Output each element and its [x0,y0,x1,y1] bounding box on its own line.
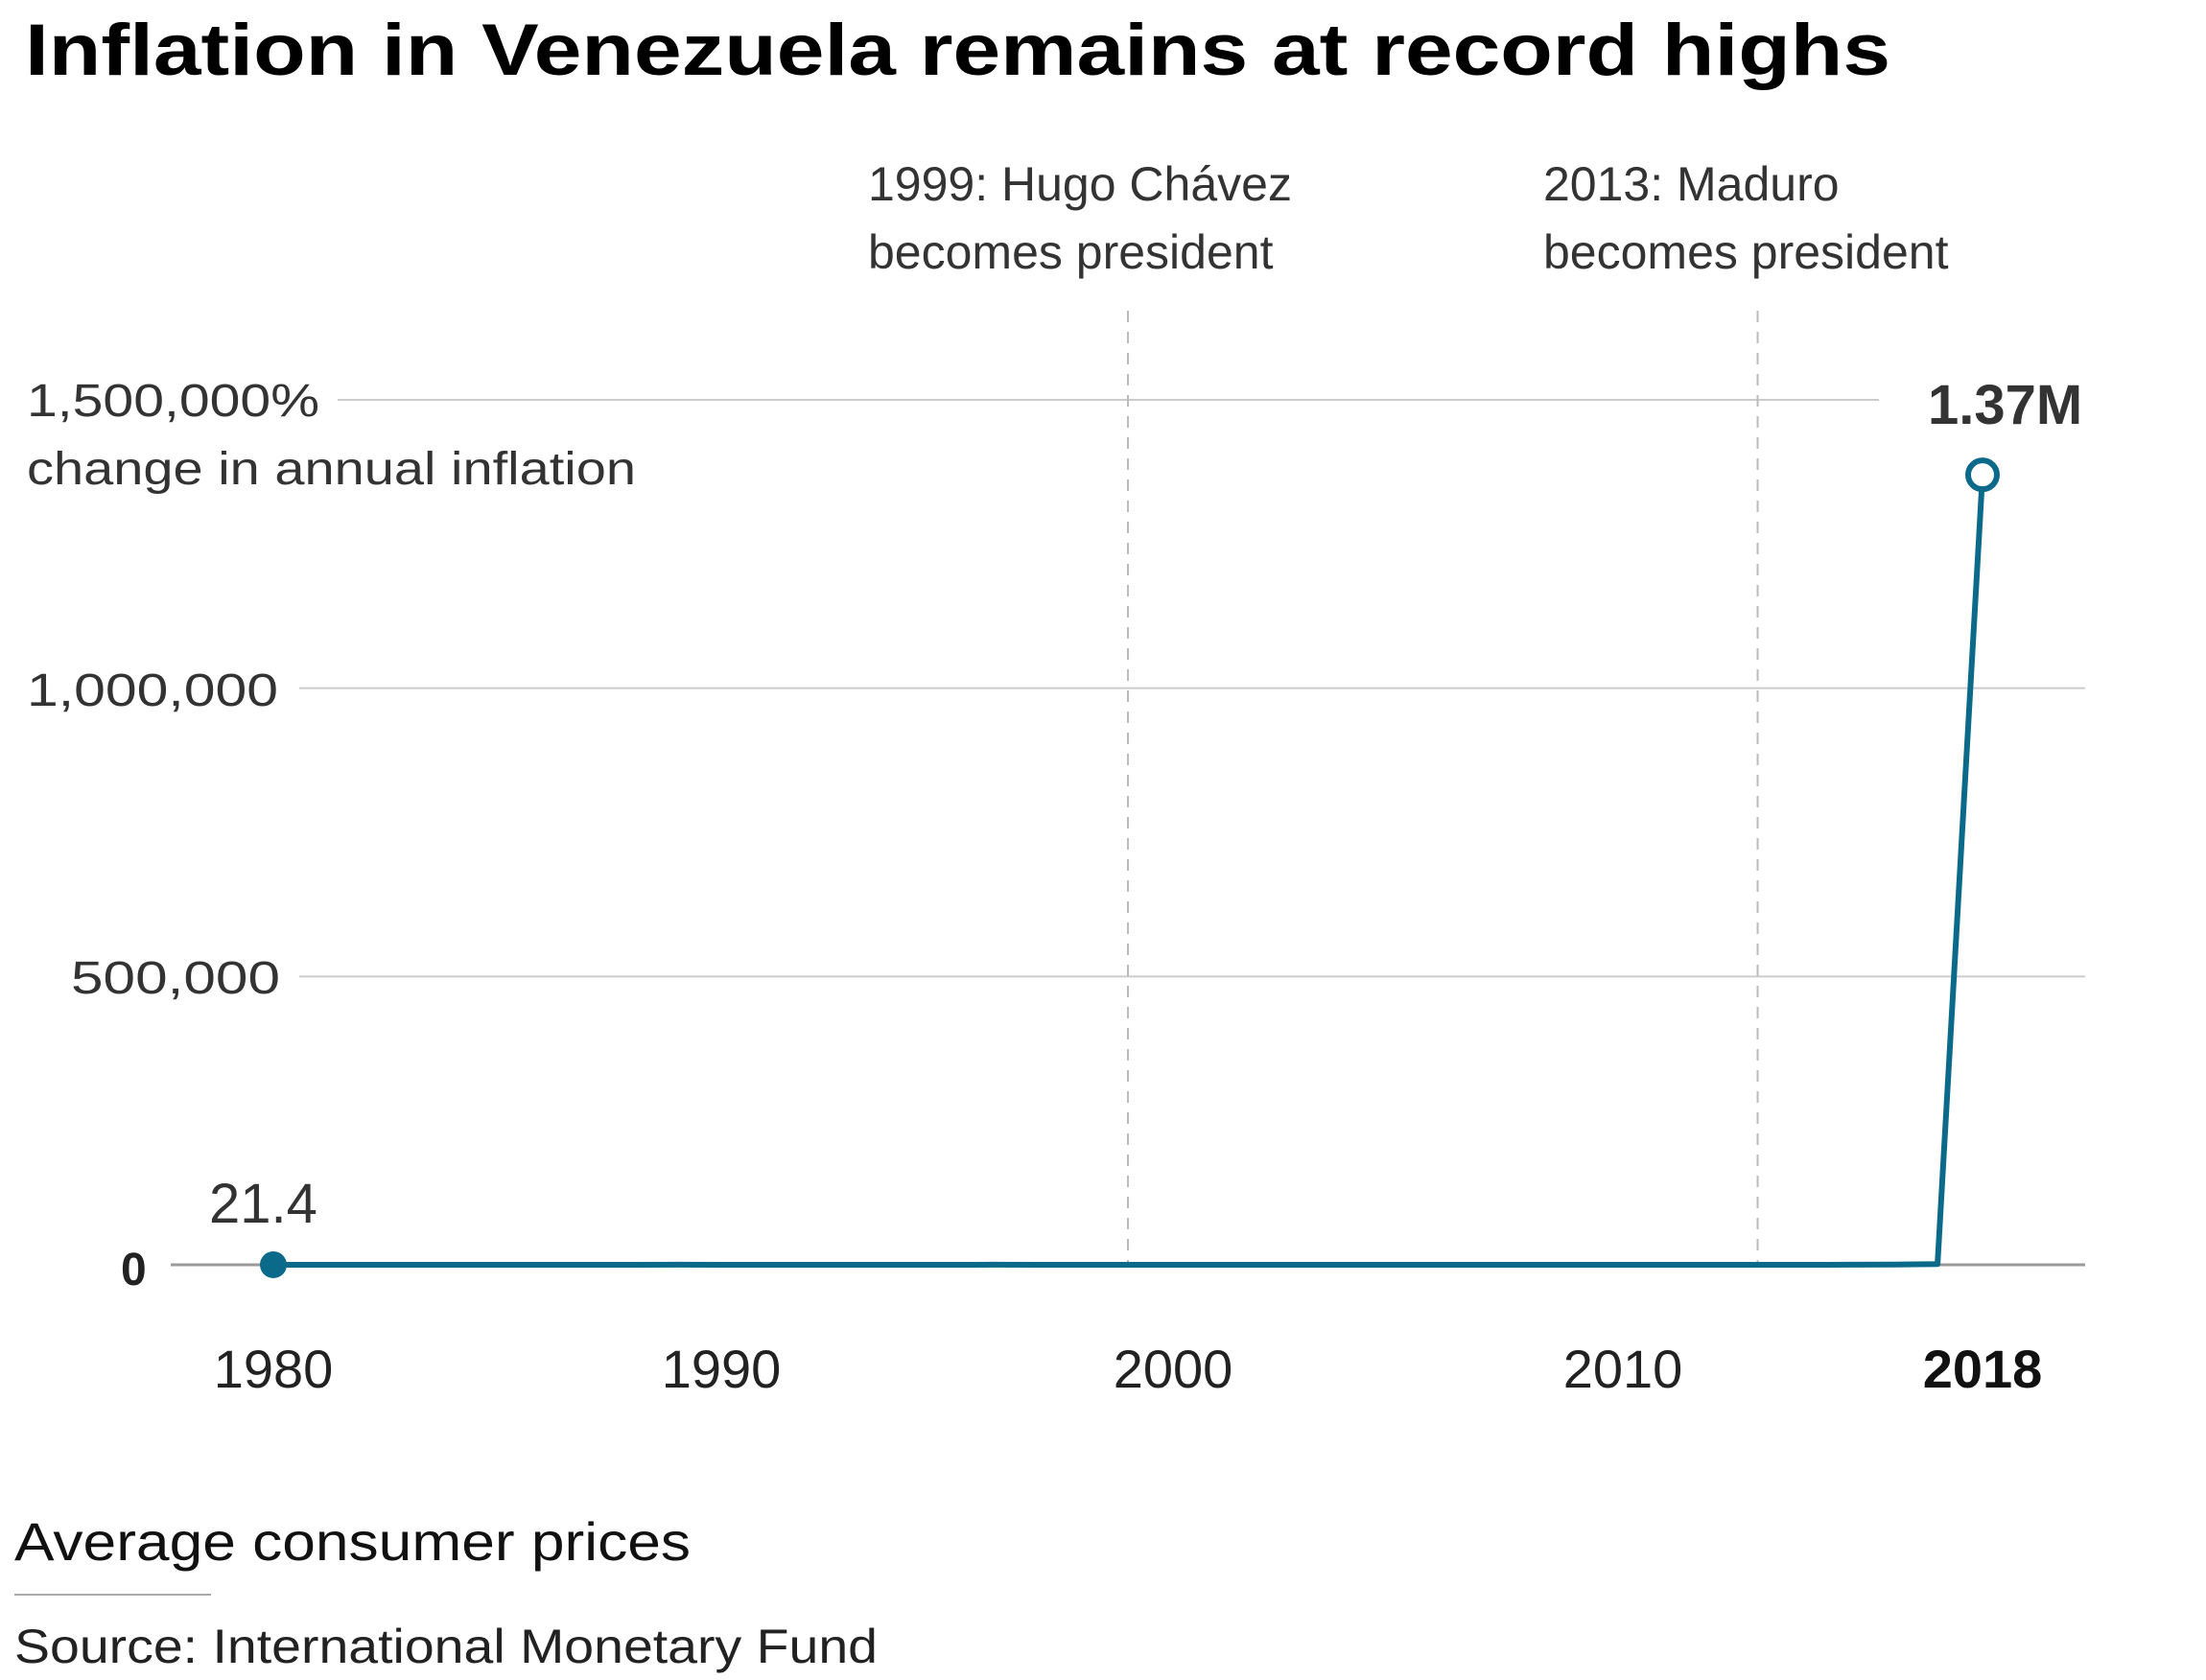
y-axis-label: change in annual inflation [27,444,636,495]
x-axis-labels: 1980 1990 2000 2010 2018 [214,1339,2043,1399]
annotations: 1999: Hugo Chávez becomes president 2013: … [868,157,1949,1265]
y-tick-label-500000: 500,000 [71,953,280,1004]
x-tick-label-1980: 1980 [214,1339,334,1399]
annotation-text-1999-line1: 1999: Hugo Chávez [868,157,1292,211]
y-tick-label-0: 0 [121,1245,147,1295]
data-label-start: 21.4 [209,1173,317,1235]
chart-source: Source: International Monetary Fund [14,1620,878,1673]
chart-title: Inflation in Venezuela remains at record… [25,10,1890,91]
data-point-1980 [260,1250,287,1278]
data-point-2018 [1965,457,2000,493]
annotation-text-2013-line1: 2013: Maduro [1543,157,1840,211]
x-tick-label-2000: 2000 [1114,1339,1233,1399]
chart-note: Average consumer prices [14,1511,691,1572]
annotation-text-1999-line2: becomes president [868,225,1274,279]
annotation-text-2013-line2: becomes president [1543,225,1949,279]
y-tick-label-1000000: 1,000,000 [27,665,278,716]
y-tick-label-1500000: 1,500,000% [27,376,319,427]
series-inflation [260,457,2000,1278]
x-tick-label-1990: 1990 [662,1339,782,1399]
x-tick-label-2018: 2018 [1923,1339,2043,1399]
data-label-end: 1.37M [1928,374,2082,436]
x-tick-label-2010: 2010 [1563,1339,1683,1399]
series-line [273,475,1985,1268]
